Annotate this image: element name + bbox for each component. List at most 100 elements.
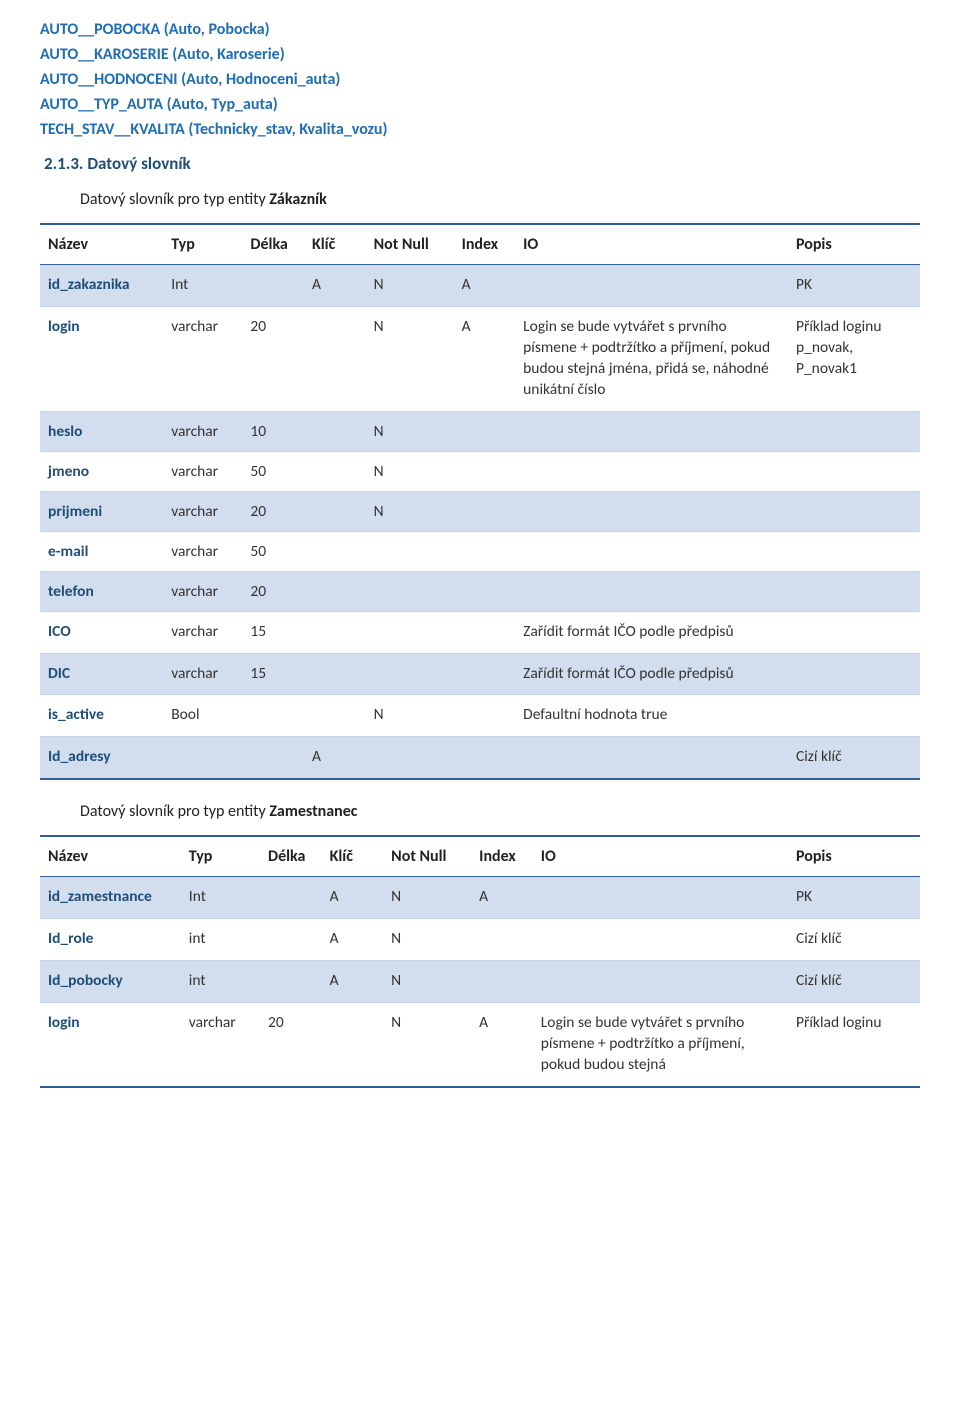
table-cell: Zařídit formát IČO podle předpisů	[515, 611, 788, 653]
table-cell: N	[383, 1003, 471, 1087]
table-cell	[515, 265, 788, 307]
table-cell	[454, 695, 516, 737]
table-cell: prijmeni	[40, 491, 163, 531]
table-cell	[471, 919, 533, 961]
column-header: Index	[471, 836, 533, 877]
table-cell	[454, 451, 516, 491]
table-cell	[260, 877, 322, 919]
table-row: jmenovarchar50 N	[40, 451, 920, 491]
table-cell	[788, 531, 920, 571]
table-cell: A	[322, 919, 384, 961]
table-cell: telefon	[40, 571, 163, 611]
table-cell: Cizí klíč	[788, 919, 920, 961]
table-cell	[304, 411, 366, 451]
table-cell: Id_role	[40, 919, 181, 961]
table-cell	[304, 451, 366, 491]
table-row: Id_pobockyintANCizí klíč	[40, 961, 920, 1003]
table-row: ICOvarchar15Zařídit formát IČO podle pře…	[40, 611, 920, 653]
table-row: prijmenivarchar20N	[40, 491, 920, 531]
table-cell: Příklad loginu p_novak,P_novak1	[788, 306, 920, 411]
table-cell	[260, 919, 322, 961]
table-cell: PK	[788, 265, 920, 307]
column-header: Not Null	[383, 836, 471, 877]
table-cell	[788, 451, 920, 491]
entity-relation: AUTO__TYP_AUTA (Auto, Typ_auta)	[40, 95, 920, 114]
table-cell	[366, 611, 454, 653]
table-cell	[304, 611, 366, 653]
table-cell: Defaultní hodnota true	[515, 695, 788, 737]
table-cell	[454, 737, 516, 779]
table-cell: jmeno	[40, 451, 163, 491]
table-row: DICvarchar15Zařídit formát IČO podle pře…	[40, 653, 920, 695]
table-cell	[515, 491, 788, 531]
table-cell: 15	[242, 653, 304, 695]
table-cell: 20	[242, 491, 304, 531]
table-cell: A	[322, 877, 384, 919]
table-cell: varchar	[163, 531, 242, 571]
column-header: Popis	[788, 836, 920, 877]
table-cell	[515, 451, 788, 491]
data-dictionary-table-zamestnanec: NázevTypDélkaKlíčNot NullIndexIOPopisid_…	[40, 835, 920, 1088]
table-row: id_zamestnanceIntANAPK	[40, 877, 920, 919]
table-cell	[471, 961, 533, 1003]
table-cell: Bool	[163, 695, 242, 737]
table-cell: Id_adresy	[40, 737, 163, 779]
table-cell	[788, 695, 920, 737]
table-cell	[533, 919, 788, 961]
column-header: Popis	[788, 224, 920, 265]
table-cell: A	[304, 265, 366, 307]
table-cell: DIC	[40, 653, 163, 695]
table-cell	[260, 961, 322, 1003]
table-cell	[788, 411, 920, 451]
table-cell: Cizí klíč	[788, 737, 920, 779]
table-cell	[454, 611, 516, 653]
column-header: Not Null	[366, 224, 454, 265]
table-cell: 50	[242, 531, 304, 571]
table-cell: A	[471, 1003, 533, 1087]
table-cell	[454, 531, 516, 571]
table-cell	[304, 491, 366, 531]
table-cell	[788, 491, 920, 531]
table-cell	[304, 531, 366, 571]
caption-prefix: Datový slovník pro typ entity	[80, 190, 269, 209]
table2-caption: Datový slovník pro typ entity Zamestnane…	[80, 802, 920, 821]
table-cell	[454, 411, 516, 451]
column-header: Klíč	[304, 224, 366, 265]
table-cell: 50	[242, 451, 304, 491]
table-cell: 20	[242, 571, 304, 611]
table-cell	[366, 653, 454, 695]
column-header: Typ	[181, 836, 260, 877]
table-cell: Login se bude vytvářet s prvního písmene…	[533, 1003, 788, 1087]
table-cell: heslo	[40, 411, 163, 451]
table-cell: A	[454, 265, 516, 307]
table-cell: varchar	[163, 451, 242, 491]
table-cell: varchar	[163, 611, 242, 653]
table-cell	[242, 737, 304, 779]
table-row: is_activeBoolNDefaultní hodnota true	[40, 695, 920, 737]
table-cell: A	[454, 306, 516, 411]
table-cell: Id_pobocky	[40, 961, 181, 1003]
table-cell	[454, 571, 516, 611]
table-cell: A	[304, 737, 366, 779]
table-cell: varchar	[163, 653, 242, 695]
table-cell	[533, 961, 788, 1003]
table-cell: Login se bude vytvářet s prvního písmene…	[515, 306, 788, 411]
table-cell	[788, 611, 920, 653]
entity-relation: AUTO__POBOCKA (Auto, Pobocka)	[40, 20, 920, 39]
table-cell: N	[383, 919, 471, 961]
table-cell: 15	[242, 611, 304, 653]
table-cell	[242, 265, 304, 307]
table-cell: N	[366, 451, 454, 491]
table-cell: int	[181, 961, 260, 1003]
table-cell: 10	[242, 411, 304, 451]
caption-entity: Zamestnanec	[269, 802, 357, 821]
table-cell	[242, 695, 304, 737]
table-cell: int	[181, 919, 260, 961]
table-cell	[515, 737, 788, 779]
table-cell: PK	[788, 877, 920, 919]
table-cell	[304, 571, 366, 611]
table-cell: N	[366, 491, 454, 531]
table-cell: N	[366, 265, 454, 307]
table-row: Id_adresy A Cizí klíč	[40, 737, 920, 779]
table-cell	[163, 737, 242, 779]
